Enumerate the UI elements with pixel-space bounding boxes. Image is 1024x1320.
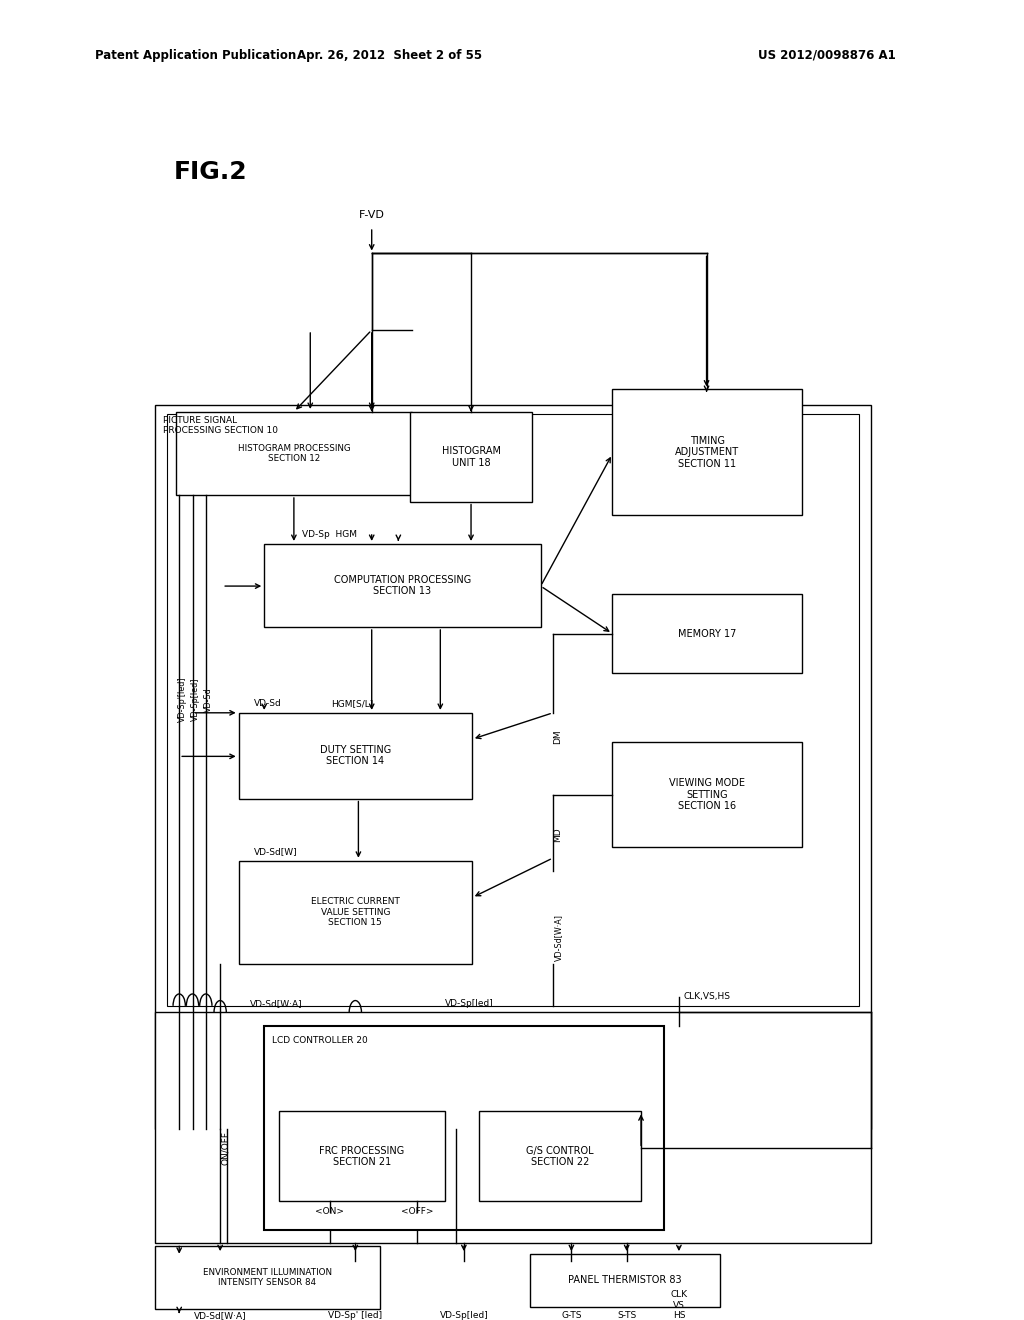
Text: DM: DM <box>554 729 562 744</box>
Text: ON/OFF: ON/OFF <box>221 1131 229 1166</box>
Text: VD-Sp[led]: VD-Sp[led] <box>191 678 200 721</box>
Text: Patent Application Publication: Patent Application Publication <box>95 49 297 62</box>
Text: F-VD: F-VD <box>358 210 385 220</box>
Bar <box>612 742 802 847</box>
Bar <box>155 1246 380 1309</box>
Text: <OFF>: <OFF> <box>400 1208 433 1216</box>
Text: PANEL THERMISTOR 83: PANEL THERMISTOR 83 <box>568 1275 682 1286</box>
Text: CLK
VS
HS: CLK VS HS <box>671 1290 687 1320</box>
Text: VD-Sd: VD-Sd <box>254 700 282 708</box>
Text: VD-Sd[W]: VD-Sd[W] <box>254 847 298 855</box>
Bar <box>612 389 802 515</box>
Bar <box>264 1026 664 1230</box>
Text: HGM[S/L]: HGM[S/L] <box>331 700 373 708</box>
Text: VD-Sd[W·A]: VD-Sd[W·A] <box>554 913 562 961</box>
Text: VD-Sp  HGM: VD-Sp HGM <box>302 531 357 539</box>
Text: HISTOGRAM
UNIT 18: HISTOGRAM UNIT 18 <box>441 446 501 467</box>
Text: VD-Sp' [led]: VD-Sp' [led] <box>329 1311 382 1320</box>
Text: PICTURE SIGNAL
PROCESSING SECTION 10: PICTURE SIGNAL PROCESSING SECTION 10 <box>163 416 278 436</box>
Text: FRC PROCESSING
SECTION 21: FRC PROCESSING SECTION 21 <box>319 1146 404 1167</box>
Text: Apr. 26, 2012  Sheet 2 of 55: Apr. 26, 2012 Sheet 2 of 55 <box>297 49 481 62</box>
Text: ENVIRONMENT ILLUMINATION
INTENSITY SENSOR 84: ENVIRONMENT ILLUMINATION INTENSITY SENSO… <box>203 1269 332 1287</box>
Text: VD-Sp[led]: VD-Sp[led] <box>444 999 494 1007</box>
Bar <box>239 861 472 964</box>
Text: FIG.2: FIG.2 <box>174 160 248 183</box>
Text: US 2012/0098876 A1: US 2012/0098876 A1 <box>758 49 896 62</box>
Text: VD-Sd[W·A]: VD-Sd[W·A] <box>194 1311 247 1320</box>
Text: MD: MD <box>554 826 562 842</box>
Text: TIMING
ADJUSTMENT
SECTION 11: TIMING ADJUSTMENT SECTION 11 <box>675 436 739 469</box>
Bar <box>176 412 412 495</box>
Text: <ON>: <ON> <box>315 1208 344 1216</box>
Text: DUTY SETTING
SECTION 14: DUTY SETTING SECTION 14 <box>319 744 391 767</box>
Bar <box>239 713 472 799</box>
Text: VD-Sd[W·A]: VD-Sd[W·A] <box>250 999 303 1007</box>
Text: LCD CONTROLLER 20: LCD CONTROLLER 20 <box>272 1036 369 1045</box>
Text: G/S CONTROL
SECTION 22: G/S CONTROL SECTION 22 <box>526 1146 594 1167</box>
Bar <box>479 1111 641 1201</box>
Text: S-TS: S-TS <box>617 1311 636 1320</box>
Text: G-TS: G-TS <box>561 1311 582 1320</box>
Text: VIEWING MODE
SETTING
SECTION 16: VIEWING MODE SETTING SECTION 16 <box>669 777 745 812</box>
Text: VD-Sd: VD-Sd <box>205 688 213 711</box>
Bar <box>410 412 532 502</box>
Bar <box>279 1111 445 1201</box>
Bar <box>264 544 541 627</box>
Text: HISTOGRAM PROCESSING
SECTION 12: HISTOGRAM PROCESSING SECTION 12 <box>238 444 350 463</box>
Text: VD-Sp[led]: VD-Sp[led] <box>439 1311 488 1320</box>
Bar <box>155 1012 871 1243</box>
Bar <box>155 405 871 1129</box>
Text: COMPUTATION PROCESSING
SECTION 13: COMPUTATION PROCESSING SECTION 13 <box>334 574 471 597</box>
Text: VD-Sp'[led]: VD-Sp'[led] <box>178 677 186 722</box>
Bar <box>167 414 859 1006</box>
Text: MEMORY 17: MEMORY 17 <box>678 628 736 639</box>
Bar <box>612 594 802 673</box>
Bar <box>530 1254 720 1307</box>
Text: ELECTRIC CURRENT
VALUE SETTING
SECTION 15: ELECTRIC CURRENT VALUE SETTING SECTION 1… <box>311 898 399 927</box>
Text: CLK,VS,HS: CLK,VS,HS <box>683 993 730 1001</box>
